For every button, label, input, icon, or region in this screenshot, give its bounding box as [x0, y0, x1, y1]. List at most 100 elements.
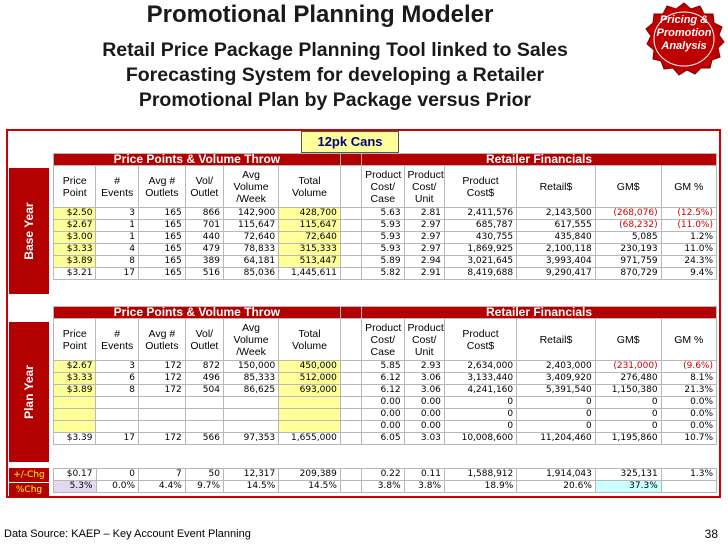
table-cell: $3.39 — [52, 432, 97, 445]
table-cell: 3.03 — [403, 432, 445, 445]
table-cell: 24.3% — [660, 255, 718, 268]
table-cell: 5.3% — [53, 480, 97, 493]
table-cell: 21.3% — [660, 384, 718, 397]
table-cell: 8 — [95, 255, 139, 268]
table-cell — [184, 408, 224, 421]
table-cell: 5,391,540 — [516, 384, 596, 397]
table-cell: 2,100,118 — [516, 243, 596, 256]
table-cell: 513,447 — [278, 255, 341, 268]
col-header: Retail$ — [516, 318, 596, 361]
total-row: $3.39 17 172 566 97,353 1,655,000 6.05 3.03 10,0… — [52, 432, 718, 445]
col-header: # Events — [95, 318, 139, 361]
col-header: Product Cost/ Case — [361, 165, 405, 208]
table-cell: 9,290,417 — [516, 267, 596, 280]
table-cell: 50 — [184, 468, 225, 481]
total-row: $3.21 17 165 516 85,036 1,445,611 5.82 2.91 8,41… — [52, 267, 718, 280]
table-cell: 2.81 — [403, 207, 445, 220]
col-header: GM$ — [594, 165, 662, 208]
seal-line: Promotion — [656, 27, 712, 39]
data-source-note: Data Source: KAEP – Key Account Event Pl… — [4, 528, 251, 540]
table-cell: 142,900 — [222, 207, 280, 220]
table-cell: 165 — [137, 243, 186, 256]
table-cell: 3,021,645 — [443, 255, 518, 268]
table-cell: 2.97 — [403, 243, 445, 256]
table-cell: (11.0%) — [660, 219, 718, 232]
table-cell: 0.22 — [361, 468, 405, 481]
table-cell: 6.12 — [361, 372, 405, 385]
table-cell: $2.50 — [52, 207, 97, 220]
table-cell — [660, 480, 718, 493]
table-cell: 165 — [137, 255, 186, 268]
table-cell: 4.4% — [138, 480, 186, 493]
table-cell: 2.93 — [403, 360, 445, 373]
table-row: $3.89 8 165 389 64,181 513,447 5.89 2.94 3,021,6… — [52, 255, 718, 268]
col-header: GM % — [660, 318, 718, 361]
table-cell: 0.00 — [403, 420, 445, 433]
page-subtitle: Retail Price Package Planning Tool linke… — [30, 38, 640, 113]
table-row: $2.67 1 165 701 115,647 115,647 5.93 2.97 685,78… — [52, 219, 718, 232]
table-cell: 5.93 — [361, 231, 405, 244]
table-cell: 115,647 — [222, 219, 280, 232]
table-cell: 11,204,460 — [516, 432, 596, 445]
table-cell: 8.1% — [660, 372, 718, 385]
table-cell — [278, 396, 341, 409]
section-spacer — [339, 306, 363, 319]
table-cell: 86,625 — [222, 384, 280, 397]
table-cell: 0.00 — [361, 420, 405, 433]
table-cell — [222, 420, 280, 433]
table-cell: 872 — [184, 360, 224, 373]
table-cell: 430,755 — [443, 231, 518, 244]
table-cell: 3.8% — [361, 480, 405, 493]
table-cell: 2,403,000 — [516, 360, 596, 373]
table-cell: $3.33 — [52, 243, 97, 256]
table-cell: 230,193 — [594, 243, 662, 256]
table-cell: 870,729 — [594, 267, 662, 280]
col-header: Product Cost/ Unit — [403, 318, 445, 361]
table-cell: 72,640 — [222, 231, 280, 244]
table-row: $3.33 6 172 496 85,333 512,000 6.12 3.06 3,133,4… — [52, 372, 718, 385]
col-header: Product Cost$ — [443, 165, 518, 208]
table-cell: $0.17 — [53, 468, 97, 481]
section-header-price-points: Price Points & Volume Throw — [53, 153, 341, 166]
table-cell: 516 — [184, 267, 224, 280]
table-cell: 17 — [95, 432, 139, 445]
table-cell — [222, 396, 280, 409]
table-cell: 10.7% — [660, 432, 718, 445]
table-cell: 3,993,404 — [516, 255, 596, 268]
change-table: $0.17 0 7 50 12,317 209,389 0.22 0.11 1,588,912 1… — [53, 468, 718, 493]
table-cell: 11.0% — [660, 243, 718, 256]
table-cell: 172 — [137, 432, 186, 445]
package-label: 12pk Cans — [301, 131, 399, 153]
table-cell: 18.9% — [443, 480, 518, 493]
col-header: Price Point — [52, 318, 97, 361]
seal-text: Pricing & Promotion Analysis — [643, 14, 725, 53]
table-row: 0.00 0.00 0 0 0 0.0% — [52, 408, 718, 421]
table-cell: 0 — [443, 420, 518, 433]
table-cell: 3 — [95, 360, 139, 373]
table-cell: $3.89 — [52, 255, 97, 268]
col-spacer — [339, 420, 363, 433]
col-header: GM % — [660, 165, 718, 208]
table-cell — [137, 420, 186, 433]
table-cell: 315,333 — [278, 243, 341, 256]
table-cell: 165 — [137, 207, 186, 220]
section-header-retailer-financials: Retailer Financials — [361, 153, 717, 166]
table-cell: 1 — [95, 219, 139, 232]
col-header: Total Volume — [278, 318, 341, 361]
table-cell: 0 — [594, 420, 662, 433]
table-cell: 566 — [184, 432, 224, 445]
table-cell: 2.97 — [403, 219, 445, 232]
table-cell: 165 — [137, 219, 186, 232]
table-cell: 165 — [137, 231, 186, 244]
table-cell — [52, 420, 97, 433]
table-cell: 5.93 — [361, 243, 405, 256]
table-cell: 78,833 — [222, 243, 280, 256]
table-cell: 3,133,440 — [443, 372, 518, 385]
table-row: 0.00 0.00 0 0 0 0.0% — [52, 420, 718, 433]
table-cell: 971,759 — [594, 255, 662, 268]
section-header-retailer-financials: Retailer Financials — [361, 306, 717, 319]
table-row: $2.50 3 165 866 142,900 428,700 5.63 2.81 2,411,… — [52, 207, 718, 220]
col-spacer — [339, 432, 363, 445]
base-year-label: Base Year — [9, 168, 49, 294]
table-cell — [52, 396, 97, 409]
